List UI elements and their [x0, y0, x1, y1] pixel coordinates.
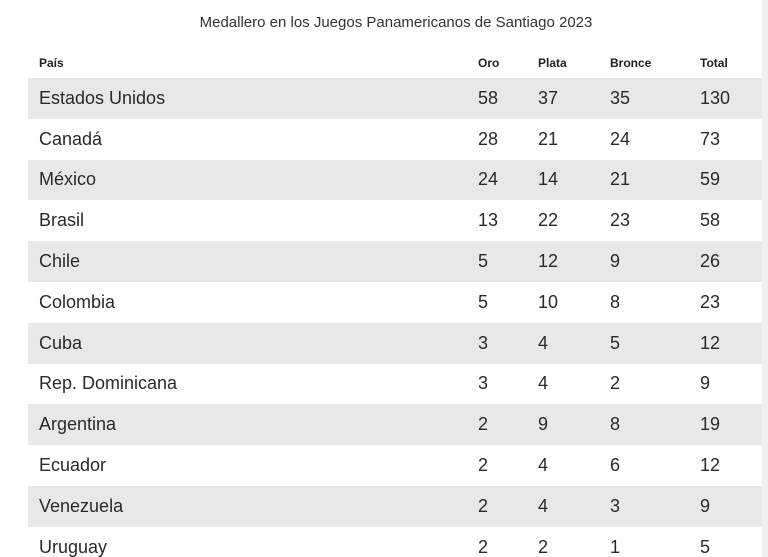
cell-pais: Colombia: [39, 291, 116, 312]
cell-bronce: 24: [610, 128, 631, 149]
table-title: Medallero en los Juegos Panamericanos de…: [199, 14, 593, 31]
header-oro: Oro: [478, 56, 500, 70]
table-row: México 24 14 21 59: [28, 159, 762, 201]
table-row: Canadá 28 21 24 73: [28, 119, 762, 160]
cell-plata: 12: [538, 251, 559, 272]
cell-total: 5: [700, 536, 711, 557]
cell-bronce: 5: [610, 332, 621, 353]
table-row: Venezuela 2 4 3 9: [28, 485, 762, 527]
cell-plata: 14: [538, 169, 559, 190]
cell-plata: 22: [538, 210, 559, 231]
cell-plata: 10: [538, 291, 559, 312]
cell-oro: 24: [478, 169, 499, 190]
cell-total: 12: [700, 332, 721, 353]
cell-bronce: 1: [610, 536, 621, 557]
cell-bronce: 8: [610, 414, 621, 435]
header-plata: Plata: [538, 56, 567, 70]
table-row: Colombia 5 10 8 23: [28, 282, 762, 323]
cell-pais: Venezuela: [39, 495, 124, 516]
cell-pais: Canadá: [39, 128, 103, 149]
cell-oro: 28: [478, 128, 499, 149]
table-header-row: País Oro Plata Bronce Total: [28, 44, 762, 78]
cell-oro: 5: [478, 251, 489, 272]
cell-total: 19: [700, 414, 721, 435]
cell-oro: 13: [478, 210, 499, 231]
cell-bronce: 3: [610, 495, 621, 516]
cell-oro: 3: [478, 373, 489, 394]
cell-plata: 4: [538, 373, 549, 394]
cell-plata: 4: [538, 332, 549, 353]
cell-pais: Argentina: [39, 414, 117, 435]
cell-plata: 21: [538, 128, 559, 149]
table-row: Argentina 2 9 8 19: [28, 404, 762, 446]
cell-plata: 4: [538, 455, 549, 476]
cell-bronce: 35: [610, 87, 631, 108]
cell-total: 23: [700, 291, 721, 312]
cell-total: 59: [700, 169, 721, 190]
cell-bronce: 8: [610, 291, 621, 312]
cell-oro: 2: [478, 455, 489, 476]
cell-plata: 4: [538, 495, 549, 516]
cell-plata: 2: [538, 536, 549, 557]
cell-pais: Cuba: [39, 332, 83, 353]
cell-total: 73: [700, 128, 721, 149]
cell-pais: Uruguay: [39, 536, 108, 557]
cell-total: 9: [700, 373, 711, 394]
table-row: Chile 5 12 9 26: [28, 241, 762, 282]
scrollbar[interactable]: [762, 0, 768, 557]
cell-pais: Brasil: [39, 210, 85, 231]
table-row: Ecuador 2 4 6 12: [28, 445, 762, 486]
cell-bronce: 21: [610, 169, 631, 190]
cell-pais: Rep. Dominicana: [39, 373, 178, 394]
cell-total: 58: [700, 210, 721, 231]
cell-bronce: 2: [610, 373, 621, 394]
cell-plata: 37: [538, 87, 559, 108]
cell-pais: Chile: [39, 251, 81, 272]
cell-total: 130: [700, 87, 731, 108]
table-row: Brasil 13 22 23 58: [28, 200, 762, 241]
cell-total: 26: [700, 251, 721, 272]
header-bronce: Bronce: [610, 56, 652, 70]
cell-oro: 2: [478, 414, 489, 435]
table-row: Cuba 3 4 5 12: [28, 322, 762, 364]
cell-total: 9: [700, 495, 711, 516]
table-row: Estados Unidos 58 37 35 130: [28, 78, 762, 119]
cell-total: 12: [700, 455, 721, 476]
table-body: Estados Unidos 58 37 35 130 Canadá 28 21 24 73 Méx…: [28, 78, 762, 557]
cell-bronce: 23: [610, 210, 631, 231]
cell-oro: 58: [478, 87, 499, 108]
medal-table: País Oro Plata Bronce Total Estados Unid…: [28, 44, 762, 557]
table-row: Uruguay 2 2 1 5: [28, 527, 762, 557]
cell-oro: 5: [478, 291, 489, 312]
cell-pais: Estados Unidos: [39, 87, 166, 108]
cell-plata: 9: [538, 414, 549, 435]
cell-oro: 2: [478, 536, 489, 557]
header-pais: País: [39, 56, 64, 70]
cell-pais: México: [39, 169, 97, 190]
header-total: Total: [700, 56, 728, 70]
cell-bronce: 9: [610, 251, 621, 272]
cell-bronce: 6: [610, 455, 621, 476]
cell-oro: 3: [478, 332, 489, 353]
cell-pais: Ecuador: [39, 455, 107, 476]
cell-oro: 2: [478, 495, 489, 516]
table-row: Rep. Dominicana 3 4 2 9: [28, 364, 762, 405]
